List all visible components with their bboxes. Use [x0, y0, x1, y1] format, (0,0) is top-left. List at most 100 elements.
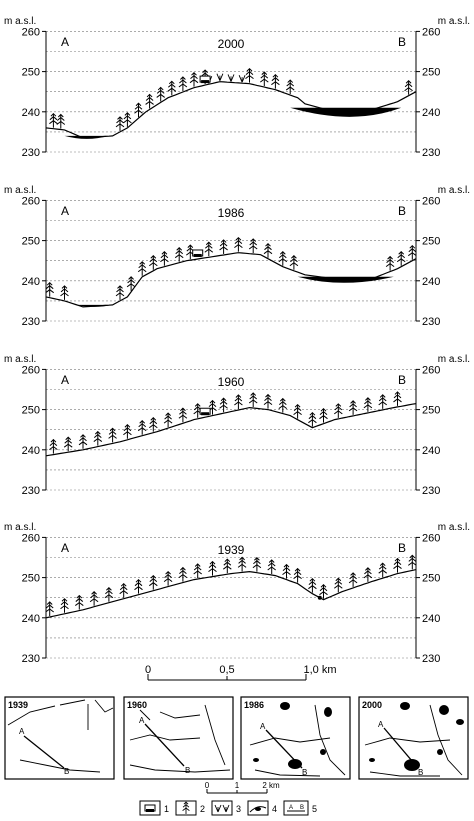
terrain-profile [45, 252, 417, 308]
tree-icon [148, 255, 158, 271]
tree-icon [378, 394, 388, 410]
y-tick-label-right: 240 [422, 107, 440, 119]
tree-icon [252, 557, 262, 573]
scale-tick-0: 0 [145, 664, 151, 676]
y-axis-unit-right: m a.s.l. [438, 16, 470, 27]
endpoint-b-label: B [398, 204, 406, 218]
wetland-vegetation-icon [211, 800, 233, 816]
terrain-profile [45, 403, 417, 457]
building-icon [139, 800, 161, 816]
map-point-a: A [378, 720, 384, 729]
y-tick-label-left: 260 [22, 532, 40, 544]
lake-water [297, 276, 394, 283]
map-2000: 2000 A B [358, 696, 469, 780]
map-point-b: B [418, 768, 423, 777]
tree-icon [278, 251, 288, 267]
lake-water [290, 107, 402, 117]
tree-icon [137, 420, 147, 436]
y-tick-label-right: 260 [422, 364, 440, 376]
tree-icon [60, 598, 69, 614]
profile-year-label: 2000 [218, 37, 245, 51]
map-point-b: B [302, 768, 307, 777]
scale-tick-2: 1,0 km [303, 664, 336, 676]
tree-icon [45, 282, 55, 298]
map-point-b: B [185, 766, 190, 775]
tree-icon [189, 72, 199, 88]
y-tick-label-left: 230 [22, 485, 40, 497]
map-scale-tick-2: 2 km [262, 781, 280, 790]
y-tick-label-right: 260 [422, 26, 440, 38]
y-axis-unit-right: m a.s.l. [438, 354, 470, 365]
y-tick-label-left: 230 [22, 316, 40, 328]
tree-icon [193, 563, 203, 579]
tree-icon [178, 76, 188, 92]
tree-icon [115, 285, 125, 301]
tree-icon [63, 436, 73, 452]
building-icon [199, 75, 211, 84]
tree-icon [219, 397, 229, 413]
tree-icon [208, 561, 217, 577]
tree-icon [348, 400, 358, 416]
tree-icon [45, 601, 55, 617]
map-scale-tick-1: 1 [235, 781, 240, 790]
tree-icon [175, 800, 197, 816]
tree-icon [248, 392, 258, 408]
y-tick-label-right: 250 [422, 405, 440, 417]
map-point-a: A [139, 716, 145, 725]
map-point-a: A [260, 722, 266, 731]
y-tick-label-left: 240 [22, 107, 40, 119]
profile-panel-1939: m a.s.l. m a.s.l. A B 1939 260 260 250 250 240 240… [4, 522, 470, 665]
profile-panel-1986: m a.s.l. m a.s.l. A B 1986 260 260 250 250 240 240… [4, 185, 470, 328]
y-tick-label-right: 250 [422, 236, 440, 248]
tree-icon [293, 404, 303, 420]
tree-icon [282, 564, 291, 580]
profile-line-icon: A B [283, 800, 309, 816]
map-year-label: 1960 [127, 700, 147, 710]
y-tick-label-left: 250 [22, 67, 40, 79]
y-tick-label-left: 230 [22, 653, 40, 665]
profile-panel-2000: m a.s.l. m a.s.l. A B 2000 260 260 250 250 240 240… [4, 16, 470, 159]
y-tick-label-left: 260 [22, 195, 40, 207]
map-year-label: 1939 [8, 700, 28, 710]
y-axis-unit-left: m a.s.l. [4, 185, 36, 196]
map-1986: 1986 A B [240, 696, 351, 780]
tree-icon [159, 251, 169, 267]
tree-icon [167, 80, 177, 96]
tree-icon [134, 579, 143, 595]
tree-icon [163, 412, 173, 428]
tree-icon [363, 567, 373, 583]
tree-icon [174, 247, 184, 263]
tree-icon [333, 403, 343, 419]
endpoint-a-label: A [61, 204, 69, 218]
map-point-a: A [19, 727, 25, 736]
legend: 1 2 3 4 A B 5 [139, 800, 317, 816]
y-tick-label-left: 260 [22, 364, 40, 376]
tree-icon [307, 578, 317, 594]
building-icon [199, 407, 211, 416]
y-tick-label-left: 250 [22, 573, 40, 585]
y-tick-label-left: 240 [22, 445, 40, 457]
tree-icon [48, 113, 58, 129]
tree-icon [233, 394, 243, 410]
y-tick-label-right: 250 [422, 67, 440, 79]
tree-icon [270, 74, 280, 90]
tree-icon [48, 439, 58, 455]
tree-icon [248, 238, 258, 254]
y-axis-unit-left: m a.s.l. [4, 522, 36, 533]
y-tick-label-right: 230 [422, 147, 440, 159]
tree-icon [122, 424, 132, 440]
tree-icon [204, 241, 214, 257]
map-scale-tick-0: 0 [205, 781, 210, 790]
legend-number: 4 [272, 804, 277, 814]
legend-number: 2 [200, 804, 205, 814]
scale-tick-1: 0,5 [219, 664, 234, 676]
tree-icon [56, 113, 66, 129]
tree-icon [148, 575, 158, 591]
tree-icon [78, 434, 88, 450]
tree-icon [396, 251, 406, 267]
endpoint-a-label: A [61, 35, 69, 49]
profile-year-label: 1939 [218, 543, 245, 557]
wetland-vegetation-icon [238, 74, 246, 83]
tree-icon [263, 394, 273, 410]
y-tick-label-left: 250 [22, 405, 40, 417]
